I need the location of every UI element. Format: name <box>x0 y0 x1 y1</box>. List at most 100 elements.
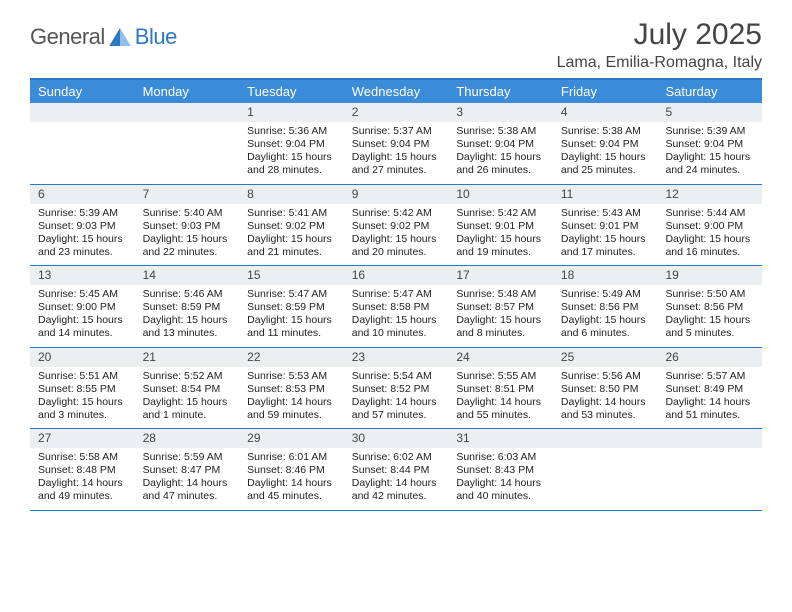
day-number: 26 <box>657 348 762 367</box>
daylight-line: Daylight: 15 hours and 14 minutes. <box>38 314 127 340</box>
daylight-line: Daylight: 14 hours and 53 minutes. <box>561 396 650 422</box>
day-number: 15 <box>239 266 344 285</box>
day-details: Sunrise: 5:41 AMSunset: 9:02 PMDaylight:… <box>239 204 344 266</box>
day-details: Sunrise: 5:42 AMSunset: 9:01 PMDaylight:… <box>448 204 553 266</box>
daylight-line: Daylight: 15 hours and 20 minutes. <box>352 233 441 259</box>
day-details: Sunrise: 5:38 AMSunset: 9:04 PMDaylight:… <box>553 122 658 184</box>
calendar-day-cell: 21Sunrise: 5:52 AMSunset: 8:54 PMDayligh… <box>135 348 240 429</box>
sunset-line: Sunset: 9:01 PM <box>561 220 650 233</box>
day-number: 12 <box>657 185 762 204</box>
day-number: 27 <box>30 429 135 448</box>
daylight-line: Daylight: 15 hours and 28 minutes. <box>247 151 336 177</box>
day-number: 28 <box>135 429 240 448</box>
calendar-day-cell: 8Sunrise: 5:41 AMSunset: 9:02 PMDaylight… <box>239 185 344 266</box>
brand-blue: Blue <box>135 24 177 50</box>
daylight-line: Daylight: 15 hours and 1 minute. <box>143 396 232 422</box>
day-number: 16 <box>344 266 449 285</box>
calendar-empty-cell <box>657 429 762 510</box>
sunset-line: Sunset: 9:04 PM <box>456 138 545 151</box>
calendar-day-cell: 17Sunrise: 5:48 AMSunset: 8:57 PMDayligh… <box>448 266 553 347</box>
calendar-week-row: 20Sunrise: 5:51 AMSunset: 8:55 PMDayligh… <box>30 348 762 430</box>
day-details: Sunrise: 5:55 AMSunset: 8:51 PMDaylight:… <box>448 367 553 429</box>
daylight-line: Daylight: 15 hours and 13 minutes. <box>143 314 232 340</box>
sunrise-line: Sunrise: 5:49 AM <box>561 288 650 301</box>
sunrise-line: Sunrise: 5:58 AM <box>38 451 127 464</box>
calendar-day-cell: 29Sunrise: 6:01 AMSunset: 8:46 PMDayligh… <box>239 429 344 510</box>
day-details: Sunrise: 5:52 AMSunset: 8:54 PMDaylight:… <box>135 367 240 429</box>
day-details <box>657 448 762 503</box>
location-subtitle: Lama, Emilia-Romagna, Italy <box>557 54 762 72</box>
daylight-line: Daylight: 15 hours and 17 minutes. <box>561 233 650 259</box>
sunset-line: Sunset: 8:57 PM <box>456 301 545 314</box>
day-details: Sunrise: 6:01 AMSunset: 8:46 PMDaylight:… <box>239 448 344 510</box>
daylight-line: Daylight: 15 hours and 11 minutes. <box>247 314 336 340</box>
weekday-header: Thursday <box>448 80 553 103</box>
sunrise-line: Sunrise: 5:41 AM <box>247 207 336 220</box>
brand-triangle-icon <box>109 28 131 46</box>
day-details: Sunrise: 5:40 AMSunset: 9:03 PMDaylight:… <box>135 204 240 266</box>
calendar-day-cell: 18Sunrise: 5:49 AMSunset: 8:56 PMDayligh… <box>553 266 658 347</box>
sunset-line: Sunset: 8:53 PM <box>247 383 336 396</box>
calendar-empty-cell <box>135 103 240 184</box>
daylight-line: Daylight: 15 hours and 23 minutes. <box>38 233 127 259</box>
day-number <box>135 103 240 122</box>
weekday-header: Saturday <box>657 80 762 103</box>
day-details <box>553 448 658 503</box>
day-details: Sunrise: 5:37 AMSunset: 9:04 PMDaylight:… <box>344 122 449 184</box>
day-number: 25 <box>553 348 658 367</box>
calendar-day-cell: 30Sunrise: 6:02 AMSunset: 8:44 PMDayligh… <box>344 429 449 510</box>
day-details: Sunrise: 6:03 AMSunset: 8:43 PMDaylight:… <box>448 448 553 510</box>
sunrise-line: Sunrise: 5:53 AM <box>247 370 336 383</box>
daylight-line: Daylight: 15 hours and 3 minutes. <box>38 396 127 422</box>
day-number: 5 <box>657 103 762 122</box>
sunrise-line: Sunrise: 5:47 AM <box>352 288 441 301</box>
sunrise-line: Sunrise: 5:40 AM <box>143 207 232 220</box>
sunset-line: Sunset: 8:49 PM <box>665 383 754 396</box>
daylight-line: Daylight: 14 hours and 59 minutes. <box>247 396 336 422</box>
day-details: Sunrise: 5:43 AMSunset: 9:01 PMDaylight:… <box>553 204 658 266</box>
day-number: 23 <box>344 348 449 367</box>
day-details: Sunrise: 5:46 AMSunset: 8:59 PMDaylight:… <box>135 285 240 347</box>
calendar-week-row: 6Sunrise: 5:39 AMSunset: 9:03 PMDaylight… <box>30 185 762 267</box>
day-number: 4 <box>553 103 658 122</box>
title-block: July 2025 Lama, Emilia-Romagna, Italy <box>557 18 762 72</box>
sunset-line: Sunset: 9:03 PM <box>143 220 232 233</box>
day-details: Sunrise: 5:58 AMSunset: 8:48 PMDaylight:… <box>30 448 135 510</box>
daylight-line: Daylight: 15 hours and 22 minutes. <box>143 233 232 259</box>
header: General Blue July 2025 Lama, Emilia-Roma… <box>30 18 762 72</box>
day-details: Sunrise: 5:39 AMSunset: 9:04 PMDaylight:… <box>657 122 762 184</box>
day-details: Sunrise: 5:45 AMSunset: 9:00 PMDaylight:… <box>30 285 135 347</box>
day-details: Sunrise: 5:59 AMSunset: 8:47 PMDaylight:… <box>135 448 240 510</box>
day-details: Sunrise: 5:48 AMSunset: 8:57 PMDaylight:… <box>448 285 553 347</box>
day-number: 11 <box>553 185 658 204</box>
day-number: 31 <box>448 429 553 448</box>
calendar-day-cell: 7Sunrise: 5:40 AMSunset: 9:03 PMDaylight… <box>135 185 240 266</box>
sunset-line: Sunset: 8:56 PM <box>665 301 754 314</box>
sunset-line: Sunset: 8:52 PM <box>352 383 441 396</box>
day-number: 30 <box>344 429 449 448</box>
calendar-day-cell: 12Sunrise: 5:44 AMSunset: 9:00 PMDayligh… <box>657 185 762 266</box>
sunrise-line: Sunrise: 5:42 AM <box>352 207 441 220</box>
sunset-line: Sunset: 9:04 PM <box>561 138 650 151</box>
calendar-body: 1Sunrise: 5:36 AMSunset: 9:04 PMDaylight… <box>30 103 762 511</box>
daylight-line: Daylight: 15 hours and 21 minutes. <box>247 233 336 259</box>
sunset-line: Sunset: 8:43 PM <box>456 464 545 477</box>
calendar-day-cell: 27Sunrise: 5:58 AMSunset: 8:48 PMDayligh… <box>30 429 135 510</box>
day-details: Sunrise: 5:51 AMSunset: 8:55 PMDaylight:… <box>30 367 135 429</box>
sunset-line: Sunset: 8:58 PM <box>352 301 441 314</box>
day-details: Sunrise: 5:53 AMSunset: 8:53 PMDaylight:… <box>239 367 344 429</box>
sunrise-line: Sunrise: 5:38 AM <box>561 125 650 138</box>
sunrise-line: Sunrise: 5:38 AM <box>456 125 545 138</box>
day-number: 24 <box>448 348 553 367</box>
daylight-line: Daylight: 14 hours and 42 minutes. <box>352 477 441 503</box>
sunrise-line: Sunrise: 6:02 AM <box>352 451 441 464</box>
calendar-day-cell: 19Sunrise: 5:50 AMSunset: 8:56 PMDayligh… <box>657 266 762 347</box>
calendar-day-cell: 16Sunrise: 5:47 AMSunset: 8:58 PMDayligh… <box>344 266 449 347</box>
sunset-line: Sunset: 9:00 PM <box>38 301 127 314</box>
daylight-line: Daylight: 15 hours and 6 minutes. <box>561 314 650 340</box>
day-number: 18 <box>553 266 658 285</box>
daylight-line: Daylight: 15 hours and 16 minutes. <box>665 233 754 259</box>
day-details: Sunrise: 5:42 AMSunset: 9:02 PMDaylight:… <box>344 204 449 266</box>
daylight-line: Daylight: 15 hours and 24 minutes. <box>665 151 754 177</box>
day-number: 7 <box>135 185 240 204</box>
